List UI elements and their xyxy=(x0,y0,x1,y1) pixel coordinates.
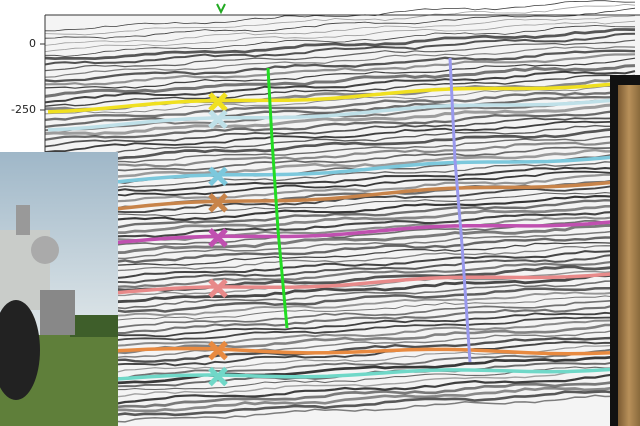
truck-pipe xyxy=(16,205,30,235)
y-label: 0 xyxy=(29,37,36,50)
core-sample xyxy=(618,85,640,426)
truck-frame xyxy=(40,290,75,335)
seismic-figure: 0 -250 xyxy=(0,0,640,426)
photo-crops xyxy=(70,315,118,337)
well-marker xyxy=(217,4,225,12)
y-label: -250 xyxy=(11,103,36,116)
truck-photo xyxy=(0,152,118,426)
truck-part xyxy=(31,236,59,264)
core-photo xyxy=(610,75,640,426)
page: 0 -250 (() => { const data = JSON.parse(… xyxy=(0,0,640,426)
